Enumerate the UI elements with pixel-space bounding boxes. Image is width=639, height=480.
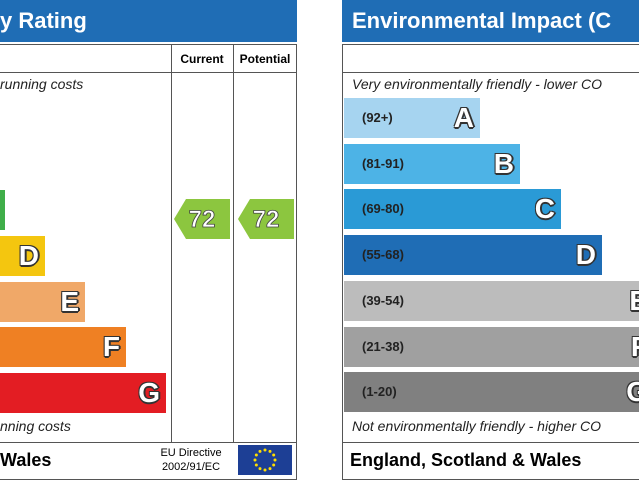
band-bar: (69-80) C <box>344 189 561 230</box>
left-title: y Rating <box>0 0 297 42</box>
band-range: (92+) <box>362 110 393 125</box>
band-bar <box>0 190 5 230</box>
star <box>258 467 262 471</box>
band-letter: E <box>629 284 639 316</box>
star <box>273 458 277 462</box>
star <box>268 467 272 471</box>
star <box>272 463 276 467</box>
directive: EU Directive 2002/91/EC <box>150 446 232 474</box>
band-bar: (21-38) F <box>344 326 639 367</box>
band-bar: (1-20) G <box>344 372 639 413</box>
bottom-note: Not environmentally friendly - higher CO <box>352 418 601 434</box>
potential-arrow <box>238 199 294 239</box>
band-bar: F <box>0 327 126 367</box>
band-letter: F <box>631 327 639 367</box>
band-range: (21-38) <box>362 338 404 354</box>
star <box>263 448 267 452</box>
band-letter: C <box>534 193 555 225</box>
band-range: (1-20) <box>362 384 397 400</box>
band-bar: D <box>0 236 45 276</box>
band-bar: (81-91) B <box>344 143 520 184</box>
band-bar: (39-54) E <box>344 280 639 321</box>
band-letter: B <box>493 147 514 179</box>
star <box>272 453 276 457</box>
band-range: (55-68) <box>362 247 404 263</box>
band-bar: E <box>0 281 85 322</box>
star <box>254 453 258 457</box>
band-letter: G <box>138 376 160 408</box>
band-bar: (55-68) D <box>344 235 602 276</box>
band-letter: F <box>102 331 120 362</box>
eu-flag <box>238 445 292 475</box>
current-value: 72 <box>189 206 216 233</box>
band-range: (81-91) <box>362 155 404 171</box>
star <box>268 449 272 453</box>
star <box>258 449 262 453</box>
bottom-note: nning costs <box>0 418 71 434</box>
right-title: Environmental Impact (C <box>342 0 639 42</box>
band-letter: D <box>575 239 596 271</box>
left-footer: Wales <box>0 450 52 470</box>
potential-header: Potential <box>239 52 291 66</box>
band-letter: G <box>626 376 639 408</box>
rating-arrows: 72 72 <box>174 199 294 239</box>
divider <box>342 442 639 443</box>
star <box>254 463 258 467</box>
band-letter: A <box>453 102 474 133</box>
divider <box>233 44 234 442</box>
directive-line: 2002/91/EC <box>161 461 221 473</box>
divider <box>0 72 297 73</box>
current-arrow <box>174 199 230 239</box>
directive-line: EU Directive <box>160 447 222 459</box>
band-bar: (92+) A <box>344 98 480 138</box>
divider <box>342 72 639 73</box>
right-footer: England, Scotland & Wales <box>350 450 582 470</box>
current-header: Current <box>180 52 224 66</box>
divider <box>0 442 297 443</box>
band-range: (39-54) <box>362 292 404 308</box>
divider <box>171 44 172 442</box>
band-range: (69-80) <box>362 201 404 217</box>
top-note: Very environmentally friendly - lower CO <box>352 76 603 92</box>
top-note: running costs <box>0 76 84 92</box>
band-bar: G <box>0 372 166 413</box>
band-letter: E <box>60 285 79 317</box>
star <box>253 458 257 462</box>
band-letter: D <box>18 240 39 271</box>
star <box>263 468 267 472</box>
potential-value: 72 <box>253 206 280 233</box>
